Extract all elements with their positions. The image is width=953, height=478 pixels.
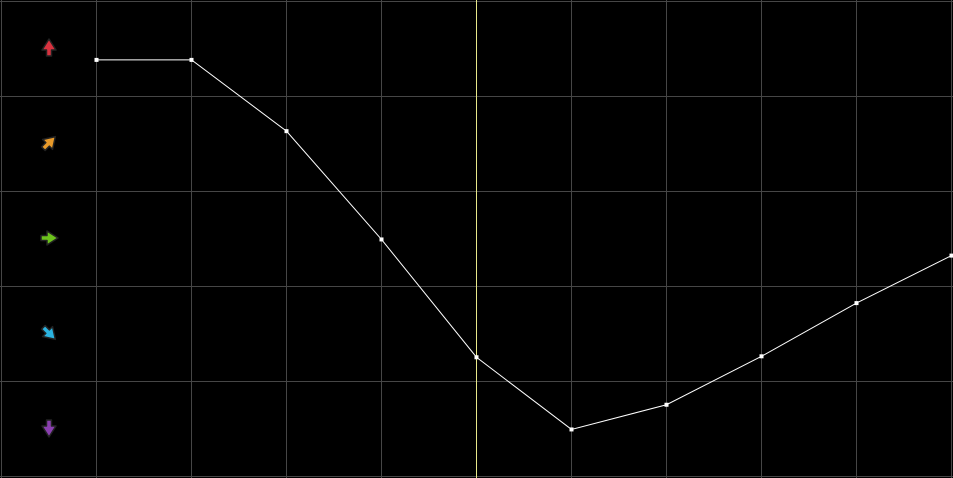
data-point	[664, 402, 669, 407]
arrow-down-icon	[41, 419, 57, 438]
series-line	[96, 59, 952, 430]
data-point	[284, 129, 289, 134]
arrow-down-right-icon	[40, 324, 57, 341]
data-point	[949, 253, 953, 258]
data-point	[379, 237, 384, 242]
arrow-right-icon	[40, 230, 59, 246]
arrow-up-icon	[41, 38, 57, 57]
data-point	[854, 301, 859, 306]
data-point	[474, 355, 479, 360]
data-point	[759, 354, 764, 359]
data-point	[94, 57, 99, 62]
data-point	[569, 427, 574, 432]
data-point	[189, 57, 194, 62]
arrow-up-right-icon	[40, 135, 57, 152]
